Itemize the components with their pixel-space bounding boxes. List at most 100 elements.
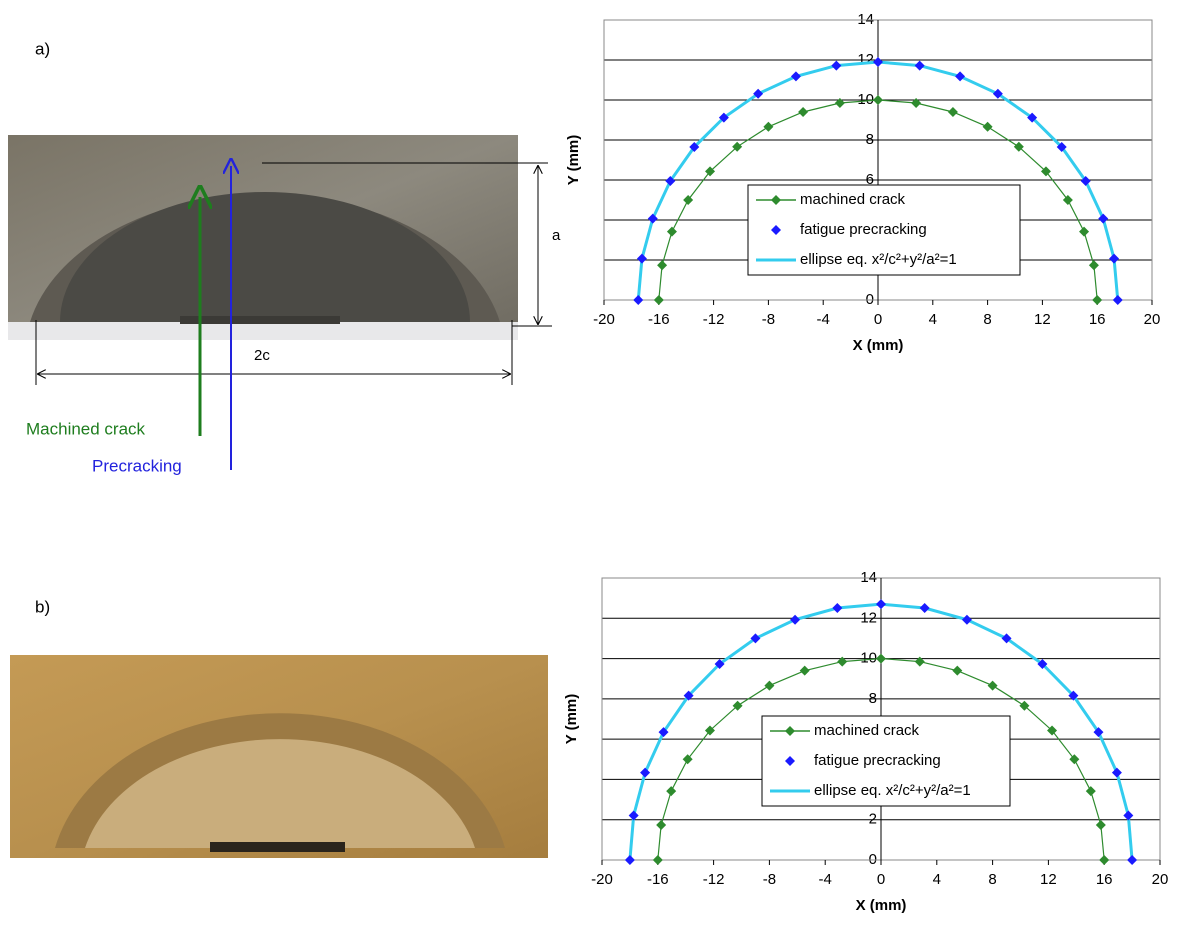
data-point: [682, 754, 693, 765]
data-point: [876, 653, 886, 664]
data-point: [1068, 690, 1079, 701]
data-point: [1088, 260, 1099, 271]
x-tick-label: 20: [1144, 311, 1161, 328]
y-tick-label: 2: [869, 811, 877, 828]
x-tick-label: -16: [648, 311, 670, 328]
x-tick-label: 0: [874, 311, 882, 328]
data-point: [1027, 112, 1038, 123]
data-point: [666, 226, 677, 237]
x-tick-label: 8: [988, 871, 996, 888]
data-point: [1069, 754, 1080, 765]
data-point: [753, 88, 764, 99]
data-point: [1085, 786, 1096, 797]
data-point: [689, 142, 700, 152]
x-tick-label: -8: [763, 871, 776, 888]
data-point: [1095, 819, 1106, 830]
panel-label: a): [35, 39, 50, 58]
data-point: [873, 95, 883, 105]
data-point: [798, 107, 809, 117]
data-point: [1109, 253, 1120, 264]
data-point: [653, 295, 664, 305]
data-point: [1098, 213, 1109, 224]
data-point: [837, 656, 848, 667]
data-point: [1092, 295, 1103, 305]
data-point: [947, 107, 958, 117]
data-point: [1123, 810, 1134, 821]
data-point: [665, 176, 676, 186]
data-point: [911, 98, 922, 108]
y-tick-label: 0: [866, 291, 874, 308]
data-point: [1062, 195, 1073, 205]
y-tick-label: 0: [869, 851, 877, 868]
y-axis-label: Y (mm): [565, 135, 582, 186]
data-point: [914, 60, 925, 71]
x-axis-label: X (mm): [856, 897, 907, 914]
y-tick-label: 12: [857, 51, 874, 68]
legend-label: machined crack: [814, 722, 920, 739]
data-point: [658, 727, 669, 738]
data-point: [666, 786, 677, 797]
x-tick-label: -12: [703, 311, 725, 328]
data-point: [1047, 725, 1058, 736]
data-point: [961, 614, 972, 625]
data-point: [1079, 226, 1090, 237]
legend-label: machined crack: [800, 191, 906, 208]
data-point: [1019, 700, 1030, 711]
photo-annotation: a: [552, 227, 561, 244]
y-tick-label: 10: [857, 91, 874, 108]
x-tick-label: 16: [1089, 311, 1106, 328]
data-point: [799, 665, 810, 676]
photo-b: [10, 655, 548, 858]
data-point: [683, 195, 694, 205]
photo-a: [8, 135, 518, 340]
legend-marker: [771, 195, 781, 205]
data-point: [790, 614, 801, 625]
data-point: [624, 855, 635, 865]
x-tick-label: -8: [762, 311, 775, 328]
y-tick-label: 8: [866, 131, 874, 148]
x-tick-label: 4: [929, 311, 937, 328]
data-point: [831, 60, 842, 71]
data-point: [652, 855, 663, 865]
x-tick-label: 12: [1040, 871, 1057, 888]
data-point: [633, 295, 644, 305]
y-tick-label: 14: [860, 569, 877, 586]
data-point: [647, 213, 658, 224]
data-point: [1040, 166, 1051, 177]
legend-marker: [785, 756, 795, 766]
photo-annotation: 2c: [254, 347, 270, 364]
photo-annotation: Precracking: [92, 456, 182, 475]
y-tick-label: 12: [860, 609, 877, 626]
data-point: [1037, 659, 1048, 670]
x-tick-label: -20: [591, 871, 613, 888]
data-point: [718, 112, 729, 123]
data-point: [705, 166, 716, 177]
data-point: [1080, 176, 1091, 186]
data-point: [750, 633, 761, 644]
y-tick-label: 6: [866, 171, 874, 188]
data-point: [763, 121, 774, 132]
data-point: [628, 810, 639, 821]
data-point: [657, 260, 668, 271]
legend-label: fatigue precracking: [800, 221, 927, 238]
data-point: [832, 603, 843, 614]
data-point: [992, 88, 1003, 99]
data-point: [1099, 855, 1110, 865]
y-tick-label: 8: [869, 690, 877, 707]
data-point: [1111, 767, 1122, 778]
x-tick-label: -20: [593, 311, 615, 328]
x-tick-label: 0: [877, 871, 885, 888]
legend-label: ellipse eq. x²/c²+y²/a²=1: [800, 251, 957, 268]
data-point: [1112, 295, 1123, 305]
data-point: [683, 690, 694, 701]
y-tick-label: 10: [860, 650, 877, 667]
data-point: [987, 680, 998, 691]
x-tick-label: -4: [817, 311, 830, 328]
data-point: [640, 767, 651, 778]
x-tick-label: 4: [933, 871, 941, 888]
photo-annotation: Machined crack: [26, 419, 146, 438]
data-point: [876, 599, 886, 610]
data-point: [732, 141, 743, 152]
legend-label: fatigue precracking: [814, 752, 941, 769]
